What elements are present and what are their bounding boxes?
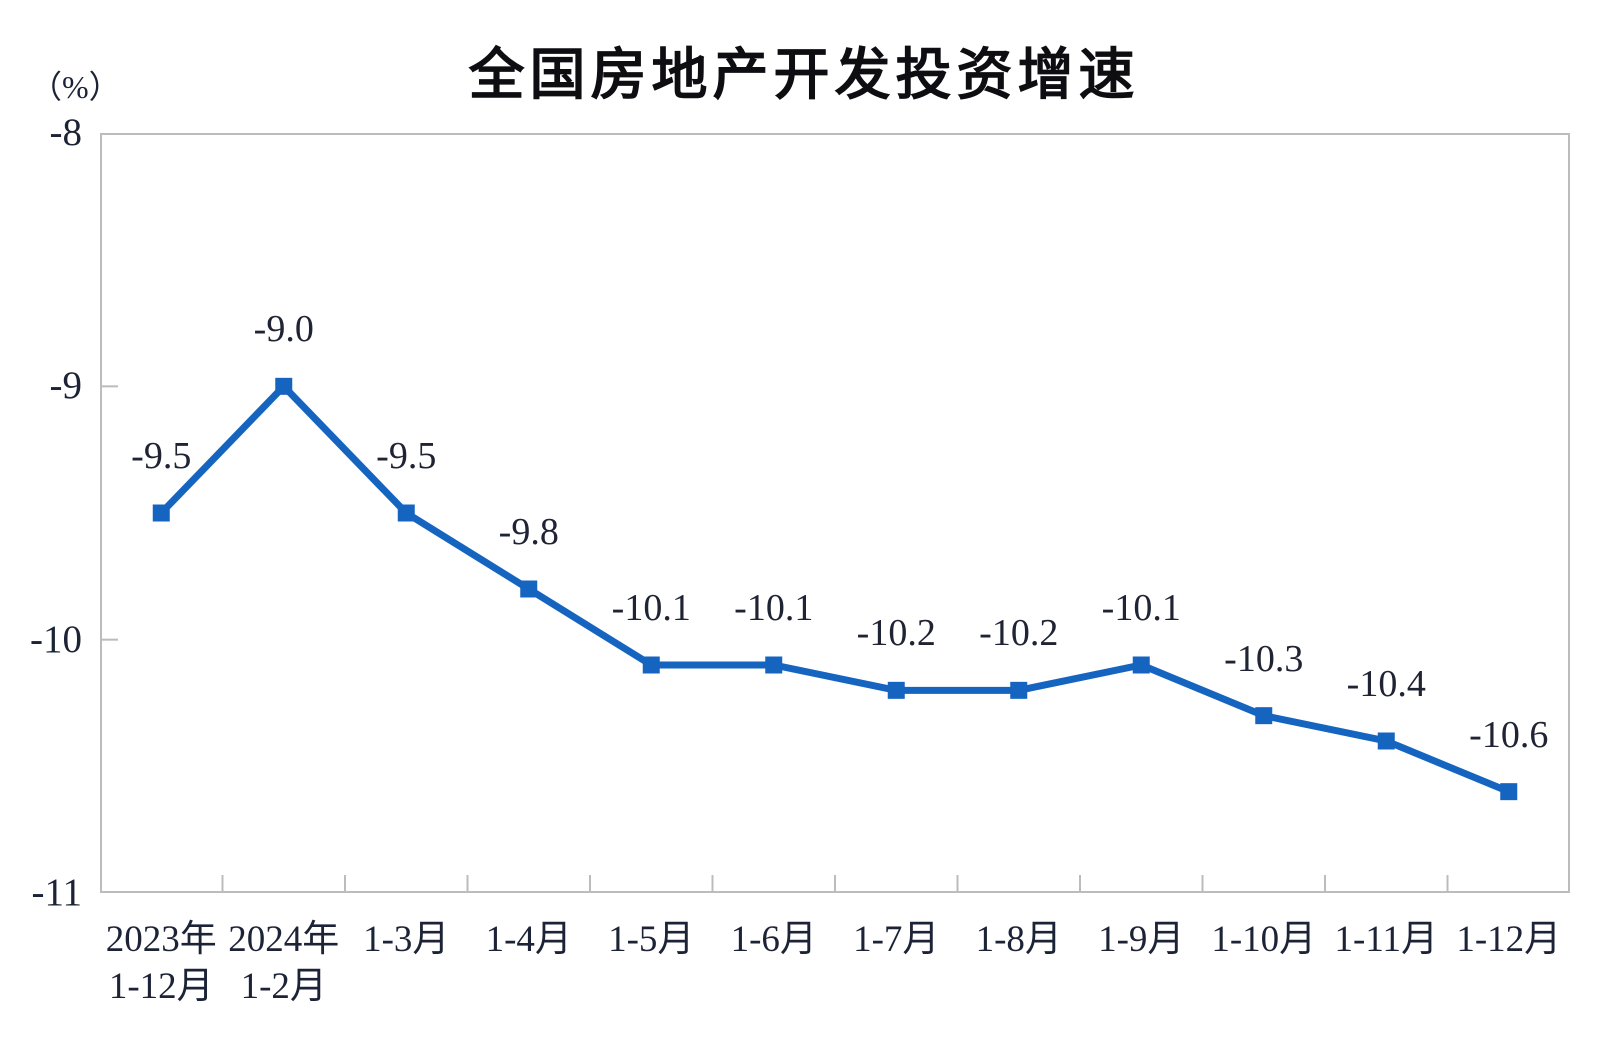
data-label: -10.2 [979, 612, 1059, 655]
x-axis-tick-label: 1-12月 [1456, 919, 1562, 960]
y-axis-tick-label: -8 [49, 111, 83, 154]
data-label: -9.0 [253, 308, 314, 351]
x-axis-tick-label: 1-7月 [853, 919, 940, 960]
data-label: -10.4 [1346, 663, 1426, 705]
y-axis-unit-label: （%） [30, 69, 121, 105]
x-axis-tick-label: 1-9月 [1098, 919, 1185, 960]
data-label: -9.8 [498, 511, 559, 553]
data-label: -10.6 [1469, 713, 1549, 756]
x-axis-tick-label: 1-5月 [608, 919, 695, 960]
data-label: -10.1 [734, 587, 814, 629]
x-axis-tick-label: 1-11月 [1334, 919, 1438, 960]
x-axis-tick-label: 2023年 1-12月 [105, 919, 217, 1007]
chart-title: 全国房地产开发投资增速 [468, 43, 1140, 106]
y-axis-tick-label: -11 [31, 871, 82, 914]
data-label: -10.3 [1224, 637, 1304, 680]
data-label: -10.1 [1101, 587, 1181, 629]
x-axis-tick-label: 1-8月 [975, 919, 1062, 960]
y-axis-tick-label: -9 [49, 364, 83, 408]
plot-area [100, 133, 1570, 893]
y-axis-tick-label: -10 [30, 617, 82, 661]
x-axis-tick-label: 1-3月 [363, 919, 450, 960]
x-axis-tick-label: 1-10月 [1211, 919, 1317, 960]
x-axis-tick-label: 1-4月 [485, 919, 572, 960]
x-axis-tick-label: 2024年 1-2月 [228, 919, 340, 1007]
data-label: -10.1 [611, 587, 691, 629]
x-axis-tick-label: 1-6月 [730, 919, 817, 960]
data-label: -9.5 [376, 435, 437, 477]
data-label: -9.5 [131, 435, 192, 477]
data-label: -10.2 [856, 612, 936, 655]
